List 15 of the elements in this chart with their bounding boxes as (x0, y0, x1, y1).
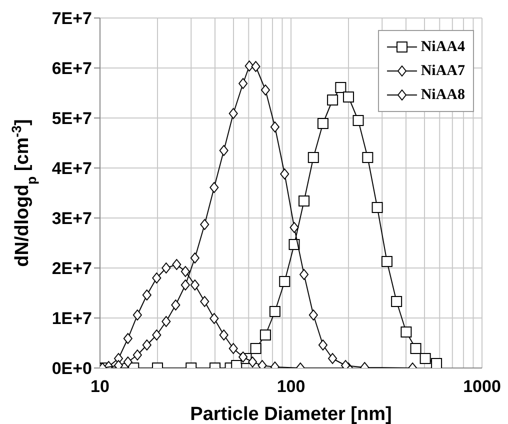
y-tick-label: 2E+7 (52, 259, 92, 278)
x-tick-label: 100 (276, 377, 306, 396)
x-tick-label: 10 (90, 377, 110, 396)
legend-label: NiAA8 (420, 86, 465, 104)
x-tick-label: 1000 (463, 377, 501, 396)
y-tick-label: 0E+0 (52, 359, 92, 378)
y-tick-label: 3E+7 (52, 209, 92, 228)
y-tick-label: 6E+7 (52, 59, 92, 78)
y-tick-label: 4E+7 (52, 159, 92, 178)
x-axis-title: Particle Diameter [nm] (190, 404, 392, 424)
y-tick-label: 5E+7 (52, 109, 92, 128)
legend-label: NiAA4 (420, 38, 465, 56)
y-tick-label: 7E+7 (52, 9, 92, 28)
y-tick-label: 1E+7 (52, 309, 92, 328)
legend-label: NiAA7 (420, 62, 465, 80)
